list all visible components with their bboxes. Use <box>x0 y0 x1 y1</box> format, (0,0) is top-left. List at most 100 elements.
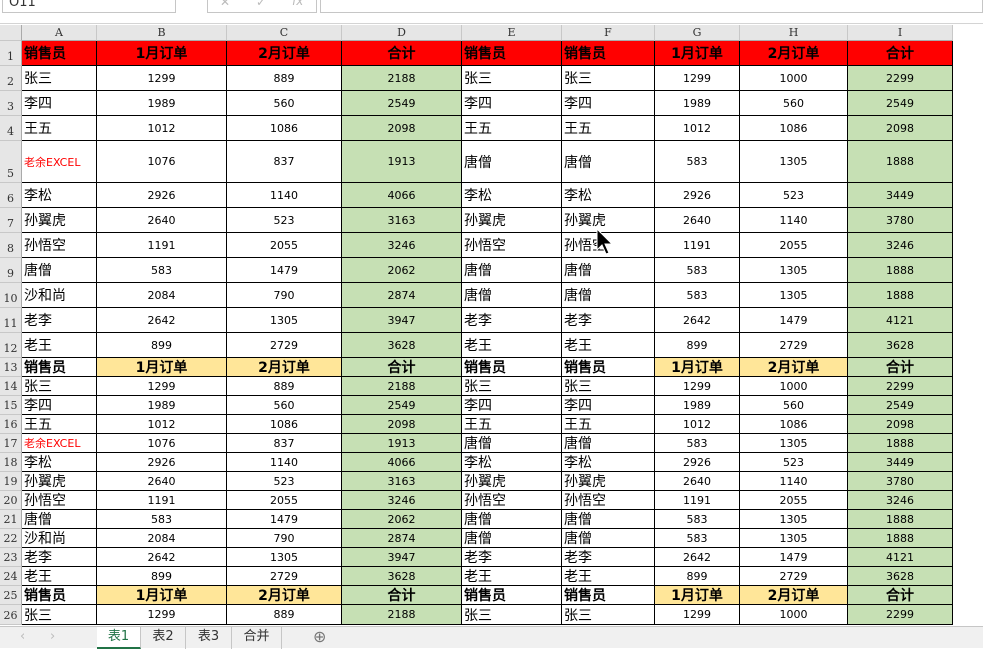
cell-D21[interactable]: 2062 <box>342 510 462 529</box>
cell-D26[interactable]: 2188 <box>342 605 462 625</box>
sheet-tab-3[interactable]: 表3 <box>186 627 232 649</box>
cell-E19[interactable]: 孙翼虎 <box>462 472 562 491</box>
cell-B10[interactable]: 2084 <box>97 283 227 308</box>
cell-I10[interactable]: 1888 <box>848 283 953 308</box>
cell-B9[interactable]: 583 <box>97 258 227 283</box>
cell-B20[interactable]: 1191 <box>97 491 227 510</box>
row-header-14[interactable]: 14 <box>0 377 22 396</box>
cell-E24[interactable]: 老王 <box>462 567 562 586</box>
cell-D1[interactable]: 合计 <box>342 41 462 66</box>
cell-F16[interactable]: 王五 <box>562 415 655 434</box>
cell-B3[interactable]: 1989 <box>97 91 227 116</box>
column-header-E[interactable]: E <box>462 25 562 41</box>
cell-C3[interactable]: 560 <box>227 91 342 116</box>
cell-F20[interactable]: 孙悟空 <box>562 491 655 510</box>
cell-G1[interactable]: 1月订单 <box>655 41 740 66</box>
cell-C22[interactable]: 790 <box>227 529 342 548</box>
cell-B1[interactable]: 1月订单 <box>97 41 227 66</box>
cell-A2[interactable]: 张三 <box>22 66 97 91</box>
cell-A18[interactable]: 李松 <box>22 453 97 472</box>
cell-I15[interactable]: 2549 <box>848 396 953 415</box>
cell-E17[interactable]: 唐僧 <box>462 434 562 453</box>
cell-H16[interactable]: 1086 <box>740 415 848 434</box>
row-header-19[interactable]: 19 <box>0 472 22 491</box>
cell-E26[interactable]: 张三 <box>462 605 562 625</box>
cell-H12[interactable]: 2729 <box>740 333 848 358</box>
cell-F11[interactable]: 老李 <box>562 308 655 333</box>
cell-C15[interactable]: 560 <box>227 396 342 415</box>
cell-I5[interactable]: 1888 <box>848 141 953 183</box>
cell-C23[interactable]: 1305 <box>227 548 342 567</box>
cell-E12[interactable]: 老王 <box>462 333 562 358</box>
cell-I7[interactable]: 3780 <box>848 208 953 233</box>
cell-C16[interactable]: 1086 <box>227 415 342 434</box>
row-header-9[interactable]: 9 <box>0 258 22 283</box>
cell-H3[interactable]: 560 <box>740 91 848 116</box>
cell-F12[interactable]: 老王 <box>562 333 655 358</box>
cell-B12[interactable]: 899 <box>97 333 227 358</box>
cell-G26[interactable]: 1299 <box>655 605 740 625</box>
cell-E5[interactable]: 唐僧 <box>462 141 562 183</box>
cell-D25[interactable]: 合计 <box>342 586 462 605</box>
cell-F1[interactable]: 销售员 <box>562 41 655 66</box>
add-sheet-icon[interactable]: ⊕ <box>313 627 327 646</box>
cell-H2[interactable]: 1000 <box>740 66 848 91</box>
cell-E20[interactable]: 孙悟空 <box>462 491 562 510</box>
cell-A8[interactable]: 孙悟空 <box>22 233 97 258</box>
cell-G9[interactable]: 583 <box>655 258 740 283</box>
cell-B22[interactable]: 2084 <box>97 529 227 548</box>
cell-A24[interactable]: 老王 <box>22 567 97 586</box>
cell-G11[interactable]: 2642 <box>655 308 740 333</box>
cell-H14[interactable]: 1000 <box>740 377 848 396</box>
cell-D8[interactable]: 3246 <box>342 233 462 258</box>
cell-A23[interactable]: 老李 <box>22 548 97 567</box>
cell-G16[interactable]: 1012 <box>655 415 740 434</box>
column-header-H[interactable]: H <box>740 25 848 41</box>
cell-E2[interactable]: 张三 <box>462 66 562 91</box>
cell-D15[interactable]: 2549 <box>342 396 462 415</box>
scroll-right-icon[interactable]: › <box>50 629 56 644</box>
cell-H1[interactable]: 2月订单 <box>740 41 848 66</box>
cell-I16[interactable]: 2098 <box>848 415 953 434</box>
cell-G25[interactable]: 1月订单 <box>655 586 740 605</box>
cell-F2[interactable]: 张三 <box>562 66 655 91</box>
cell-I3[interactable]: 2549 <box>848 91 953 116</box>
cell-D12[interactable]: 3628 <box>342 333 462 358</box>
cell-A7[interactable]: 孙翼虎 <box>22 208 97 233</box>
cell-E14[interactable]: 张三 <box>462 377 562 396</box>
cell-I12[interactable]: 3628 <box>848 333 953 358</box>
cell-G8[interactable]: 1191 <box>655 233 740 258</box>
cell-H18[interactable]: 523 <box>740 453 848 472</box>
cell-I8[interactable]: 3246 <box>848 233 953 258</box>
cell-A16[interactable]: 王五 <box>22 415 97 434</box>
cell-F13[interactable]: 销售员 <box>562 358 655 377</box>
cell-G15[interactable]: 1989 <box>655 396 740 415</box>
cell-B18[interactable]: 2926 <box>97 453 227 472</box>
cell-F4[interactable]: 王五 <box>562 116 655 141</box>
cell-E15[interactable]: 李四 <box>462 396 562 415</box>
row-header-16[interactable]: 16 <box>0 415 22 434</box>
cell-G20[interactable]: 1191 <box>655 491 740 510</box>
row-header-17[interactable]: 17 <box>0 434 22 453</box>
cell-C20[interactable]: 2055 <box>227 491 342 510</box>
cell-G18[interactable]: 2926 <box>655 453 740 472</box>
cell-A26[interactable]: 张三 <box>22 605 97 625</box>
cell-H19[interactable]: 1140 <box>740 472 848 491</box>
cell-H13[interactable]: 2月订单 <box>740 358 848 377</box>
cell-C17[interactable]: 837 <box>227 434 342 453</box>
cell-D10[interactable]: 2874 <box>342 283 462 308</box>
cell-I14[interactable]: 2299 <box>848 377 953 396</box>
cell-C7[interactable]: 523 <box>227 208 342 233</box>
name-box[interactable]: O11 <box>2 0 176 13</box>
row-header-10[interactable]: 10 <box>0 283 22 308</box>
cell-B8[interactable]: 1191 <box>97 233 227 258</box>
row-header-23[interactable]: 23 <box>0 548 22 567</box>
cell-E25[interactable]: 销售员 <box>462 586 562 605</box>
cell-I9[interactable]: 1888 <box>848 258 953 283</box>
cell-F24[interactable]: 老王 <box>562 567 655 586</box>
cell-A13[interactable]: 销售员 <box>22 358 97 377</box>
cell-G17[interactable]: 583 <box>655 434 740 453</box>
cell-D4[interactable]: 2098 <box>342 116 462 141</box>
cell-D24[interactable]: 3628 <box>342 567 462 586</box>
column-header-B[interactable]: B <box>97 25 227 41</box>
